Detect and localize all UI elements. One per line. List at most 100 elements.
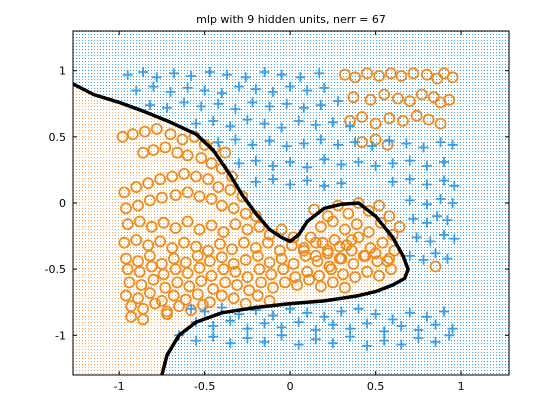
point-class-o — [361, 67, 374, 80]
point-class-o — [224, 183, 237, 196]
point-class-o — [154, 235, 167, 248]
point-class-o — [314, 220, 327, 233]
point-class-plus — [396, 339, 407, 350]
point-class-plus — [221, 69, 232, 80]
point-class-o — [132, 199, 144, 212]
point-class-o — [415, 88, 428, 101]
point-class-plus — [264, 101, 275, 112]
point-class-o — [143, 194, 156, 207]
point-class-o — [196, 298, 209, 311]
point-class-o — [193, 261, 206, 274]
point-class-o — [403, 95, 416, 107]
point-class-o — [215, 289, 228, 302]
point-class-plus — [122, 69, 133, 80]
point-class-plus — [186, 71, 196, 81]
point-class-o — [347, 91, 360, 104]
point-class-o — [311, 255, 324, 268]
point-class-o — [236, 190, 249, 203]
point-class-plus — [298, 138, 309, 149]
point-class-o — [171, 276, 184, 289]
point-class-o — [179, 293, 192, 306]
axes: -1 -0.5 0 0.5 1 -1 -0.5 0 0.5 1 — [45, 31, 509, 393]
point-class-plus — [435, 194, 446, 204]
point-class-plus — [362, 340, 373, 351]
point-class-plus — [353, 157, 364, 167]
point-class-o — [169, 189, 182, 202]
point-class-o — [150, 122, 163, 135]
point-class-o — [214, 238, 226, 250]
point-class-plus — [439, 175, 449, 186]
point-class-o — [369, 247, 382, 260]
point-class-plus — [439, 229, 449, 240]
point-class-plus — [396, 321, 407, 331]
point-class-plus — [421, 311, 432, 322]
point-class-o — [205, 219, 218, 232]
point-class-o — [373, 70, 386, 82]
point-class-o — [205, 193, 218, 205]
point-class-plus — [259, 336, 270, 347]
point-class-o — [118, 186, 131, 199]
point-class-o — [263, 256, 276, 269]
point-class-plus — [319, 311, 330, 322]
point-class-plus — [413, 333, 424, 343]
point-class-o — [226, 170, 238, 183]
point-class-plus — [319, 154, 330, 165]
point-class-plus — [345, 121, 355, 132]
point-class-plus — [225, 338, 236, 349]
point-class-plus — [247, 97, 258, 108]
point-class-plus — [293, 317, 304, 328]
point-class-plus — [353, 303, 364, 314]
point-class-o — [337, 268, 350, 281]
point-class-o — [212, 181, 225, 194]
point-class-plus — [404, 174, 415, 185]
point-class-plus — [242, 323, 253, 334]
point-class-plus — [408, 213, 419, 224]
point-class-plus — [276, 122, 287, 133]
point-class-o — [301, 265, 314, 278]
point-class-o — [309, 249, 322, 262]
point-class-o — [251, 249, 264, 262]
point-class-plus — [285, 303, 296, 314]
point-class-o — [229, 265, 242, 278]
point-class-o — [383, 112, 396, 125]
point-class-o — [279, 276, 291, 289]
point-class-o — [169, 222, 182, 235]
point-class-plus — [233, 158, 244, 169]
point-class-o — [159, 141, 172, 154]
point-class-o — [345, 244, 358, 257]
point-class-plus — [418, 142, 429, 153]
point-class-plus — [281, 98, 292, 109]
point-class-o — [203, 296, 216, 309]
point-class-o — [429, 260, 442, 273]
point-class-plus — [138, 67, 149, 77]
point-class-o — [126, 128, 139, 141]
point-class-plus — [247, 139, 258, 150]
point-class-o — [227, 202, 240, 215]
point-class-plus — [208, 321, 219, 331]
point-class-plus — [233, 81, 244, 92]
data-points — [116, 67, 460, 351]
point-class-plus — [447, 323, 458, 334]
point-class-plus — [336, 159, 347, 170]
point-class-plus — [182, 82, 193, 93]
point-class-plus — [421, 161, 432, 171]
x-tick-label: -1 — [114, 380, 125, 393]
point-class-o — [304, 231, 317, 244]
point-class-o — [231, 279, 244, 291]
point-class-plus — [216, 88, 227, 99]
point-class-plus — [151, 72, 162, 83]
point-class-o — [181, 215, 194, 228]
point-class-o — [121, 263, 134, 276]
point-class-plus — [242, 114, 253, 125]
point-class-plus — [250, 155, 261, 166]
point-class-plus — [319, 180, 330, 191]
point-class-o — [133, 265, 146, 278]
point-class-plus — [449, 180, 460, 191]
point-class-o — [369, 133, 382, 146]
point-class-plus — [230, 134, 241, 145]
point-class-plus — [199, 306, 210, 317]
point-class-plus — [293, 116, 304, 126]
point-class-plus — [302, 175, 313, 186]
point-class-o — [178, 167, 191, 180]
point-class-plus — [186, 303, 196, 314]
